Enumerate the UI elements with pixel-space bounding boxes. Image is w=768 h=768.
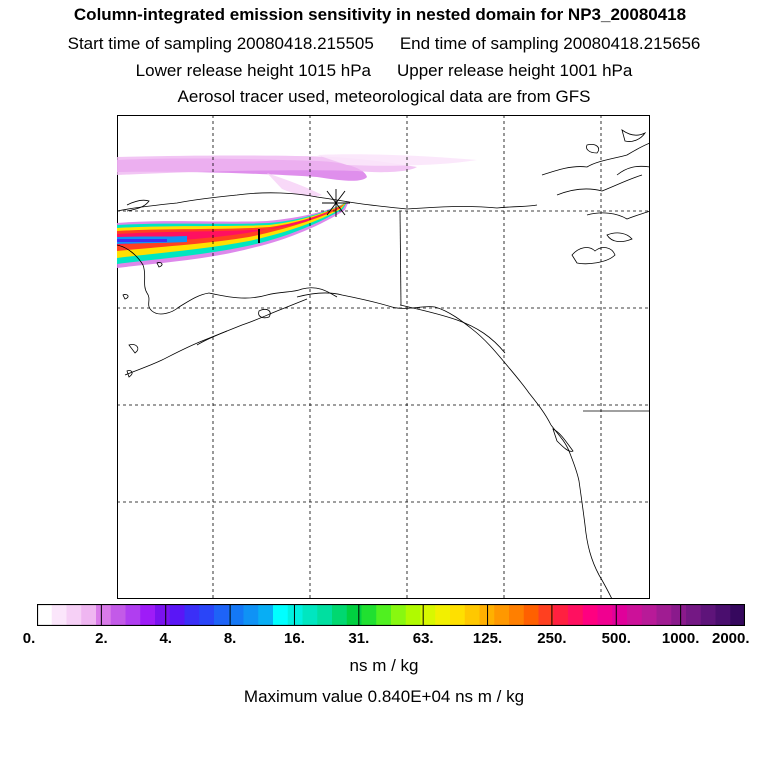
- colorbar-cell: [140, 604, 156, 626]
- colorbar-cell: [715, 604, 731, 626]
- colorbar-tick-label: 125.: [472, 630, 503, 647]
- colorbar-tick-label: 16.: [284, 630, 305, 647]
- sampling-time-line: Start time of sampling 20080418.215505 En…: [0, 34, 768, 54]
- colorbar-cell: [641, 604, 657, 626]
- colorbar-cell: [287, 604, 303, 626]
- colorbar-cell: [700, 604, 716, 626]
- maximum-value-label: Maximum value 0.840E+04 ns m / kg: [243, 687, 525, 706]
- colorbar-cell: [258, 604, 274, 626]
- colorbar-cell: [420, 604, 436, 626]
- colorbar-cell: [346, 604, 362, 626]
- colorbar-tick-label: 500.: [601, 630, 631, 647]
- upper-release-label: Upper release height 1001 hPa: [397, 61, 633, 80]
- colorbar-cell: [199, 604, 215, 626]
- colorbar-cell: [509, 604, 525, 626]
- colorbar-cells: [37, 604, 745, 626]
- colorbar-cell: [228, 604, 244, 626]
- colorbar-cell: [214, 604, 230, 626]
- colorbar-cell: [435, 604, 451, 626]
- colorbar-tick-label: 2.: [95, 630, 108, 647]
- release-marker: [322, 189, 350, 217]
- colorbar-cell: [81, 604, 97, 626]
- colorbar-cell: [671, 604, 687, 626]
- colorbar-cell: [110, 604, 126, 626]
- colorbar-cell: [612, 604, 628, 626]
- colorbar-frame: [37, 604, 745, 626]
- colorbar-cell: [464, 604, 480, 626]
- upper-plume: [117, 154, 477, 197]
- colorbar: [37, 604, 745, 626]
- colorbar-cell: [553, 604, 569, 626]
- colorbar-cell: [494, 604, 510, 626]
- colorbar-cell: [376, 604, 392, 626]
- colorbar-cell: [686, 604, 702, 626]
- colorbar-tick-label: 31.: [348, 630, 370, 647]
- colorbar-cell: [273, 604, 289, 626]
- colorbar-cell: [730, 604, 745, 626]
- colorbar-cell: [37, 604, 53, 626]
- end-time-label: End time of sampling 20080418.215656: [399, 34, 701, 53]
- colorbar-cell: [538, 604, 554, 626]
- colorbar-cell: [125, 604, 141, 626]
- colorbar-cell: [391, 604, 407, 626]
- tracer-line: Aerosol tracer used, meteorological data…: [177, 87, 591, 106]
- colorbar-cell: [597, 604, 613, 626]
- release-height-line: Lower release height 1015 hPa Upper relea…: [0, 61, 768, 81]
- map-frame: [117, 115, 650, 599]
- colorbar-cell: [51, 604, 67, 626]
- lower-release-label: Lower release height 1015 hPa: [135, 61, 371, 80]
- colorbar-tick-label: 0.: [22, 630, 36, 647]
- colorbar-cell: [66, 604, 82, 626]
- colorbar-cell: [169, 604, 185, 626]
- start-time-label: Start time of sampling 20080418.215505: [67, 34, 374, 53]
- colorbar-cell: [332, 604, 348, 626]
- colorbar-cell: [317, 604, 333, 626]
- units-label: ns m / kg: [349, 656, 419, 675]
- colorbar-cell: [243, 604, 259, 626]
- colorbar-cell: [155, 604, 171, 626]
- colorbar-cell: [523, 604, 539, 626]
- colorbar-tick-label: 1000.: [661, 630, 700, 647]
- colorbar-tick-label: 8.: [223, 630, 237, 647]
- colorbar-cell: [627, 604, 643, 626]
- colorbar-tick-label: 63.: [412, 630, 434, 647]
- colorbar-tick-label: 2000.: [712, 630, 750, 647]
- colorbar-cell: [361, 604, 377, 626]
- colorbar-cell: [568, 604, 584, 626]
- colorbar-cell: [656, 604, 672, 626]
- colorbar-tick-label: 4.: [159, 630, 172, 647]
- colorbar-cell: [96, 604, 112, 626]
- colorbar-cell: [582, 604, 598, 626]
- map-panel: [117, 115, 650, 599]
- colorbar-cell: [405, 604, 421, 626]
- figure-title: Column-integrated emission sensitivity i…: [73, 5, 687, 24]
- main-plume: [117, 201, 349, 268]
- graticule: [117, 115, 650, 599]
- colorbar-dividers: [100, 604, 682, 626]
- colorbar-cell: [302, 604, 318, 626]
- colorbar-tick-label: 250.: [537, 630, 567, 647]
- colorbar-cell: [184, 604, 200, 626]
- colorbar-cell: [450, 604, 466, 626]
